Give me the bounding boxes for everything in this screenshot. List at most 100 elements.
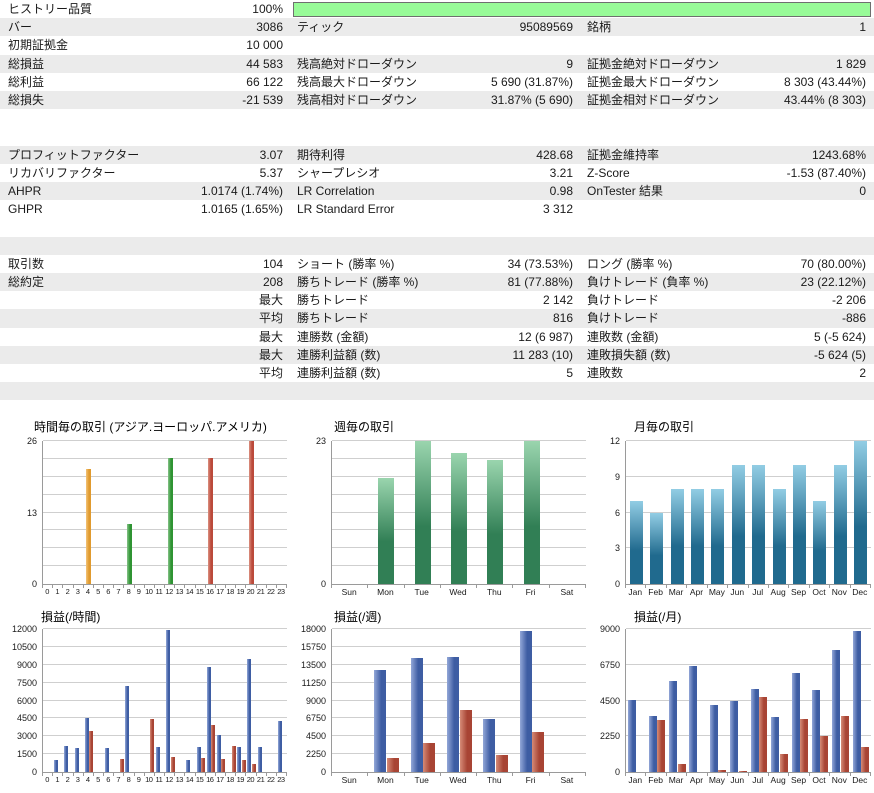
axis-tick: [72, 772, 74, 776]
stat-value: 208: [262, 275, 283, 289]
profit-loss-by-hour-xtick: 7: [116, 775, 121, 784]
profit-loss-by-hour-ytick: 1500: [16, 749, 37, 760]
loss-bar: [119, 758, 124, 772]
trades-by-weekday-ytick: 0: [320, 579, 326, 589]
trades-by-hour-xtick: 5: [96, 587, 100, 596]
trades-by-hour-xtick: 22: [267, 587, 275, 596]
profit-loss-by-month-xtick: Aug: [770, 775, 786, 785]
trades-by-weekday-xtick: Sun: [341, 587, 357, 597]
trades-by-hour-xtick: 10: [145, 587, 153, 596]
trades-by-hour-xtick: 13: [175, 587, 184, 596]
stat-row: AHPR 1.0174 (1.74%) LR Correlation 0.98 OnTe…: [0, 182, 874, 201]
profit-loss-by-month-xtick: Jun: [730, 775, 745, 785]
bar: [378, 478, 395, 584]
profit-loss-by-weekday-xtick: Thu: [486, 775, 502, 785]
trades-by-month-title: 月毎の取引: [634, 420, 695, 434]
trades-by-hour-xtick: 6: [106, 587, 110, 596]
stat-label: 負けトレード: [587, 311, 660, 326]
stat-label: 勝ちトレード (勝率 %): [297, 275, 419, 289]
profit-loss-by-hour-ytick: 10500: [11, 641, 37, 652]
grid-line: [332, 681, 586, 683]
profit-bar: [277, 721, 282, 772]
trades-by-hour-xtick: 20: [246, 587, 255, 596]
bar: [487, 459, 504, 584]
stat-label: 総損失: [8, 93, 45, 107]
stat-row: 総損失 -21 539 残高相対ドローダウン 31.87% (5 690) 証拠金相対ド…: [0, 91, 874, 110]
stat-value: 31.87% (5 690): [490, 93, 573, 107]
profit-loss-by-month-xtick: Jan: [628, 775, 643, 785]
stat-value: 3086: [256, 20, 283, 35]
bar: [833, 464, 847, 584]
axis-tick: [665, 772, 667, 776]
axis-tick: [133, 584, 135, 588]
loss-bar: [495, 754, 508, 772]
grid-line: [43, 565, 287, 567]
profit-loss-by-month-xtick: Jul: [752, 775, 764, 785]
stat-value: 43.44% (8 303): [783, 93, 866, 107]
axis-tick: [164, 584, 165, 588]
axis-tick: [113, 584, 115, 588]
axis-tick: [92, 584, 94, 588]
trades-by-month-xtick: Sep: [790, 587, 807, 597]
axis-tick: [255, 584, 257, 588]
trades-by-month-ytick: 0: [614, 579, 620, 589]
trades-by-hour-xtick: 17: [216, 587, 224, 596]
trades-by-hour-xtick: 18: [226, 587, 234, 596]
loss-bar: [423, 743, 436, 772]
trades-by-hour-xtick: 7: [116, 587, 121, 596]
stat-value: 2: [859, 366, 866, 380]
profit-loss-by-hour-ytick: 4500: [16, 713, 37, 724]
stat-row: プロフィットファクター 3.07 期待利得 428.68 証拠金維持率 1243.68%: [0, 145, 874, 164]
stat-value: -2 206: [831, 293, 866, 308]
profit-loss-by-hour-ytick: 9000: [16, 659, 37, 670]
profit-loss-by-weekday-xtick: Sat: [560, 775, 574, 785]
stat-row: ヒストリー品質 100%: [0, 0, 874, 18]
profit-loss-by-month-ytick: 0: [614, 767, 620, 777]
stat-row: [0, 382, 874, 401]
grid-line: [43, 753, 287, 755]
stat-value: 66 122: [246, 74, 283, 89]
axis-tick: [286, 584, 287, 588]
stat-label: 証拠金絶対ドローダウン: [587, 56, 720, 71]
axis-tick: [62, 584, 64, 588]
profit-bar: [852, 631, 861, 772]
trades-by-hour-xtick: 0: [45, 587, 49, 596]
trades-by-hour-xtick: 12: [165, 587, 173, 596]
loss-bar: [170, 756, 175, 772]
stat-label: 取引数: [8, 256, 45, 271]
trades-by-month-xtick: Mar: [668, 587, 684, 597]
axis-tick: [585, 772, 586, 776]
trades-by-month-plot: [625, 440, 871, 585]
profit-bar: [196, 746, 201, 772]
grid-line: [626, 628, 871, 629]
axis-tick: [265, 772, 267, 776]
profit-loss-by-weekday-ytick: 0: [320, 767, 326, 777]
bar: [414, 441, 431, 584]
axis-tick: [235, 584, 237, 588]
stat-row: 取引数 104 ショート (勝率 %) 34 (73.53%) ロング (勝率 %) 70…: [0, 255, 874, 273]
axis-tick: [808, 584, 810, 588]
trades-by-hour-xtick: 21: [256, 587, 265, 596]
stat-value: 2 142: [542, 293, 573, 308]
profit-loss-by-hour-xtick: 18: [226, 775, 234, 784]
grid-line: [43, 699, 287, 701]
profit-loss-by-month-ytick: 6750: [599, 659, 620, 670]
axis-tick: [82, 584, 84, 588]
profit-bar: [186, 759, 191, 772]
bar: [451, 453, 467, 584]
stat-row: 初期証拠金 10 000: [0, 36, 874, 54]
axis-tick: [727, 772, 729, 776]
axis-tick: [153, 772, 155, 776]
profit-bar: [125, 686, 130, 772]
grid-line: [43, 645, 287, 647]
axis-tick: [870, 584, 871, 588]
bar: [650, 512, 664, 584]
axis-tick: [439, 584, 441, 588]
stat-label: 連勝数 (金額): [297, 329, 369, 344]
loss-bar: [89, 731, 94, 772]
stat-value: 1.0174 (1.74%): [200, 184, 283, 198]
trades-by-hour-xtick: 16: [206, 587, 214, 596]
stat-row: [0, 236, 874, 255]
profit-loss-by-hour-ytick: 6000: [16, 695, 37, 706]
grid-line: [332, 735, 586, 737]
